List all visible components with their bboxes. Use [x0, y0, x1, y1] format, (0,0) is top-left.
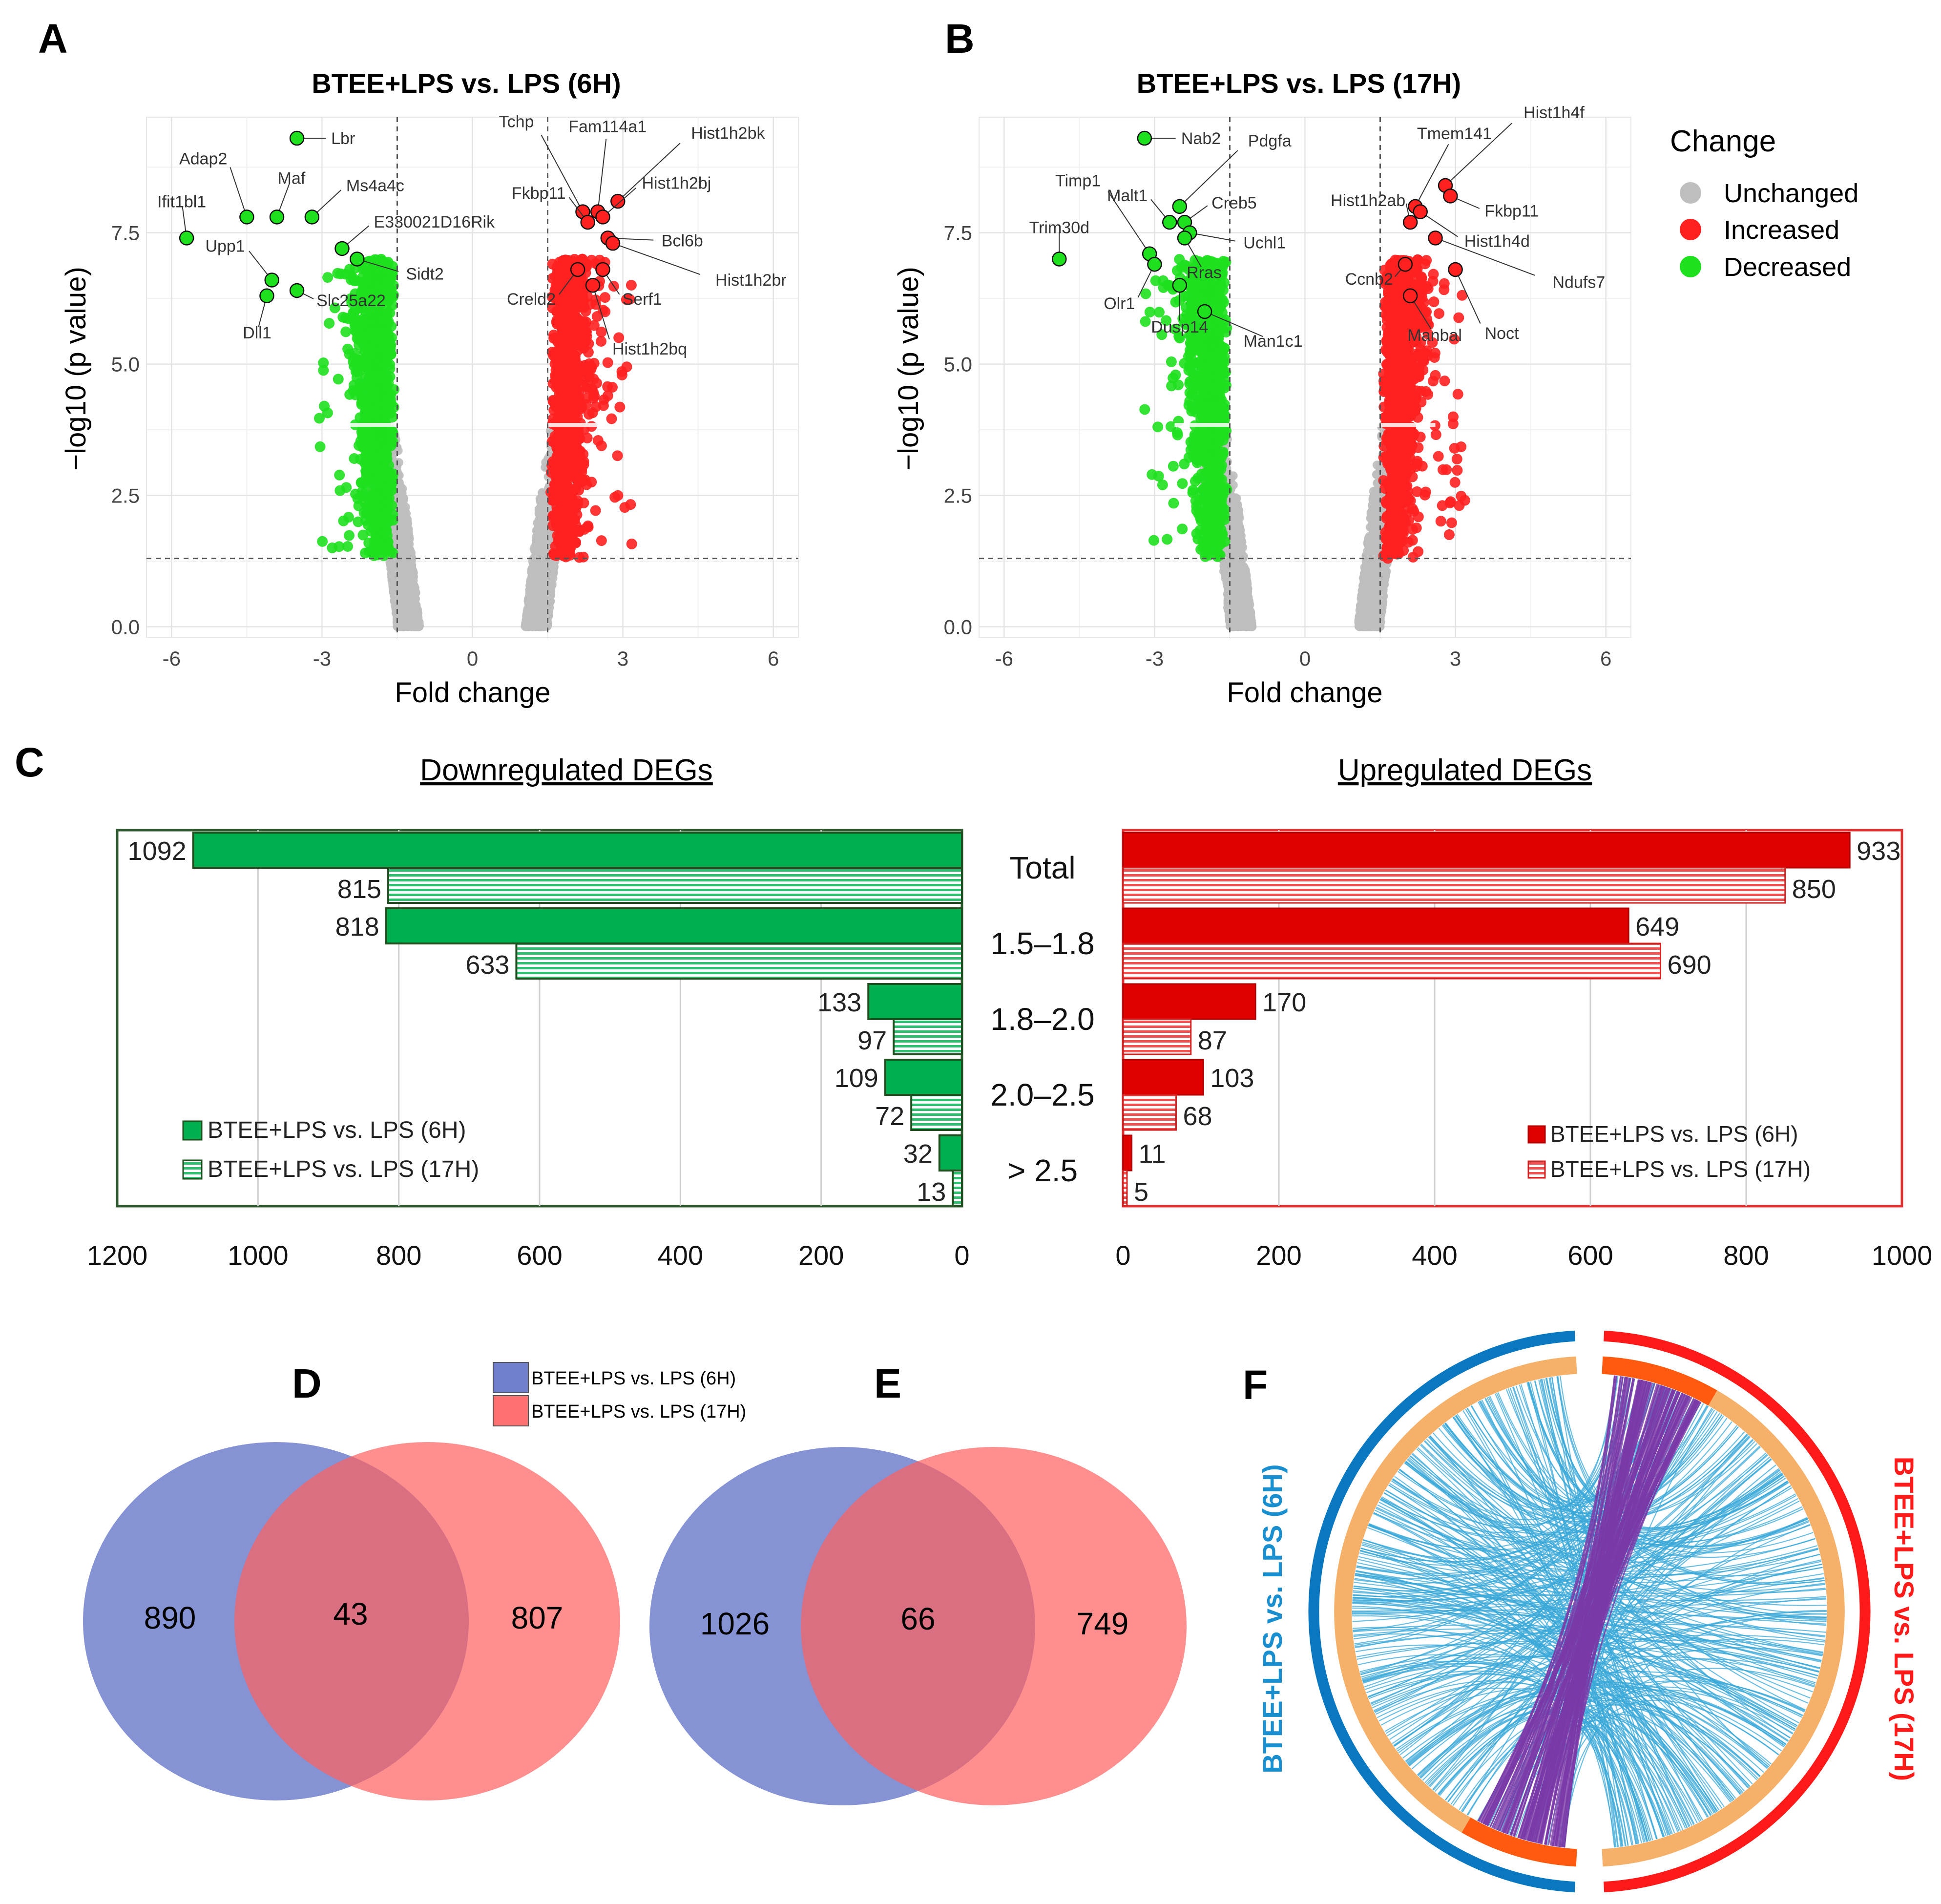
- data-point: [317, 536, 328, 547]
- data-point: [340, 326, 352, 337]
- x-tick-label: -6: [163, 647, 181, 670]
- data-point: [372, 435, 383, 446]
- data-point: [359, 434, 370, 445]
- data-point: [318, 357, 329, 368]
- data-point: [381, 380, 393, 392]
- data-point: [407, 586, 417, 595]
- data-point: [553, 469, 564, 481]
- data-point: [408, 610, 417, 620]
- volcano-6h-ylabel: −log10 (p value): [60, 267, 92, 471]
- data-point: [334, 469, 345, 481]
- x-tick-label: -3: [313, 647, 331, 670]
- y-tick-label: 5.0: [111, 353, 140, 376]
- data-point: [532, 536, 541, 545]
- data-point: [526, 605, 535, 614]
- data-point: [394, 601, 403, 610]
- data-point: [349, 453, 360, 464]
- volcano-6h-title: BTEE+LPS vs. LPS (6H): [312, 68, 621, 99]
- data-point: [341, 482, 352, 493]
- data-point: [338, 515, 349, 526]
- data-point: [539, 565, 548, 574]
- data-point: [363, 395, 374, 406]
- data-point: [359, 315, 370, 326]
- panel-letter-d: D: [292, 1360, 322, 1406]
- data-point: [395, 585, 404, 594]
- data-point: [386, 426, 397, 437]
- data-point: [536, 529, 545, 538]
- data-point: [334, 541, 345, 552]
- x-tick-label: 3: [617, 647, 628, 670]
- data-point: [324, 318, 335, 329]
- data-point: [374, 504, 385, 516]
- y-tick-label: 7.5: [111, 222, 140, 245]
- data-point: [364, 331, 375, 342]
- data-point: [398, 525, 407, 534]
- data-point: [408, 597, 417, 606]
- y-tick-label: 2.5: [111, 484, 140, 507]
- panel-letter-c: C: [15, 739, 44, 785]
- data-point: [405, 577, 414, 586]
- data-point: [353, 516, 364, 527]
- data-point: [590, 505, 601, 516]
- data-point: [362, 407, 374, 418]
- data-point: [355, 477, 367, 488]
- data-point: [337, 312, 349, 323]
- data-point: [350, 488, 361, 500]
- data-point: [344, 389, 355, 400]
- panel-letter-e: E: [874, 1360, 901, 1406]
- data-point: [523, 594, 533, 604]
- data-point: [395, 617, 404, 626]
- panel-letter-a: A: [38, 16, 68, 62]
- data-point: [314, 441, 326, 452]
- data-point: [373, 450, 383, 461]
- data-point: [356, 381, 368, 392]
- data-point: [386, 485, 397, 496]
- data-point: [367, 465, 378, 476]
- data-point: [531, 546, 540, 556]
- volcano-plot-6h: BTEE+LPS vs. LPS (6H) Fold change −log10…: [60, 68, 799, 709]
- data-point: [359, 356, 370, 367]
- panel-letter-b: B: [945, 16, 975, 62]
- data-point: [314, 413, 325, 424]
- volcano-6h-xlabel: Fold change: [395, 677, 550, 709]
- y-tick-label: 0.0: [111, 615, 140, 638]
- data-point: [542, 607, 551, 616]
- data-point: [333, 374, 344, 385]
- data-point: [410, 622, 419, 631]
- data-point: [397, 509, 406, 518]
- data-point: [387, 574, 397, 583]
- data-point: [376, 478, 388, 489]
- point-cloud: [314, 253, 637, 631]
- panel-letter-f: F: [1243, 1362, 1268, 1408]
- data-point: [360, 443, 371, 455]
- data-point: [322, 272, 334, 283]
- data-point: [522, 620, 531, 629]
- data-point: [348, 353, 359, 364]
- data-point: [382, 441, 393, 453]
- data-point: [399, 543, 408, 552]
- data-point: [547, 561, 557, 570]
- data-point: [602, 357, 613, 368]
- data-point: [362, 343, 374, 354]
- x-tick-label: 0: [467, 647, 478, 670]
- data-point: [530, 577, 539, 586]
- data-point: [345, 270, 356, 281]
- data-point: [587, 407, 598, 418]
- x-tick-label: 6: [768, 647, 779, 670]
- data-point: [376, 336, 387, 347]
- data-point: [530, 621, 540, 630]
- data-point: [344, 530, 355, 541]
- data-point: [535, 494, 544, 503]
- data-point: [387, 300, 398, 311]
- data-point: [407, 556, 416, 565]
- data-point: [366, 526, 377, 537]
- data-point: [371, 359, 382, 371]
- data-point: [596, 336, 606, 347]
- data-point: [535, 519, 544, 528]
- data-point: [380, 494, 391, 505]
- data-point: [574, 552, 585, 563]
- data-point: [353, 500, 364, 511]
- data-point: [381, 396, 392, 407]
